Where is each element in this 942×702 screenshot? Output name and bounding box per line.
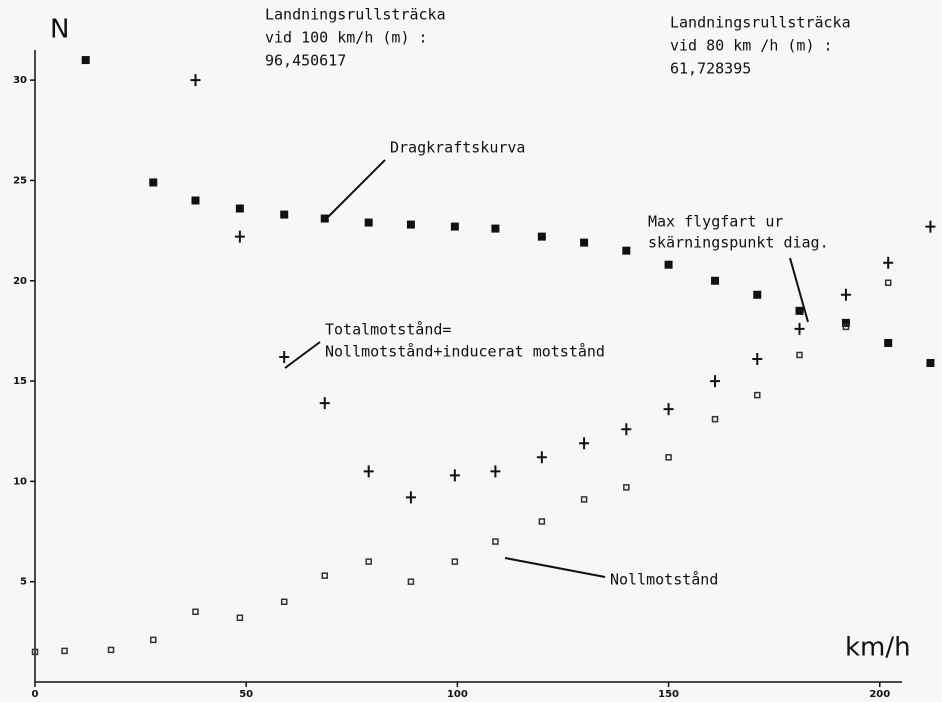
point [280, 598, 288, 605]
point [580, 238, 589, 247]
point [491, 224, 500, 233]
y-tick-label: 30 [13, 75, 27, 86]
point [490, 465, 501, 478]
point [192, 608, 199, 616]
point [841, 318, 850, 327]
point [580, 496, 588, 503]
point [365, 558, 372, 565]
annotation: Totalmotstånd= [325, 321, 451, 339]
annotation: Landningsrullsträcka [670, 14, 851, 32]
point [794, 322, 805, 335]
point [321, 572, 329, 579]
y-tick-label: 25 [13, 175, 27, 186]
y-tick-label: 10 [13, 476, 27, 487]
point [537, 232, 546, 241]
point [492, 538, 499, 545]
point [234, 230, 245, 243]
x-tick-label: 50 [239, 689, 253, 700]
x-tick-label: 0 [32, 689, 39, 700]
point [319, 397, 330, 410]
arrow [324, 159, 386, 221]
point [622, 246, 631, 255]
x-tick-label: 200 [869, 689, 890, 700]
point [236, 614, 244, 622]
y-tick-label: 5 [20, 577, 27, 588]
point [149, 178, 158, 187]
point [450, 222, 459, 231]
point [363, 465, 374, 478]
y-axis-label: N [50, 15, 69, 45]
annotation: vid 80 km /h (m) : [670, 37, 833, 55]
point [191, 196, 200, 205]
point [623, 484, 630, 491]
point [752, 352, 763, 365]
y-tick-label: 20 [13, 276, 27, 287]
arrow [284, 341, 321, 369]
point [663, 403, 674, 416]
arrow [789, 257, 809, 323]
point [795, 306, 804, 315]
point [320, 214, 329, 223]
point [926, 359, 935, 368]
point [406, 220, 415, 229]
point [449, 469, 460, 482]
annotation: skärningspunkt diag. [648, 234, 829, 252]
point [754, 391, 761, 399]
point [711, 276, 720, 285]
annotation: Landningsrullsträcka [265, 6, 446, 24]
annotation: vid 100 km/h (m) : [265, 29, 428, 47]
point [279, 350, 290, 363]
point [925, 220, 936, 233]
point [665, 454, 672, 461]
point [150, 636, 157, 644]
annotation: Max flygfart ur [648, 213, 783, 231]
annotation: Nollmotstånd [610, 571, 718, 589]
point [710, 375, 721, 388]
point [664, 260, 673, 269]
point [407, 578, 415, 585]
point [753, 290, 762, 299]
point [621, 423, 632, 436]
point [711, 415, 719, 423]
point [536, 451, 547, 464]
annotation: 96,450617 [265, 52, 346, 70]
x-axis-label: km/h [845, 633, 911, 663]
x-tick-label: 150 [658, 689, 679, 700]
annotation: Nollmotstånd+inducerat motstånd [325, 343, 605, 361]
x-tick-label: 100 [447, 689, 468, 700]
point [840, 288, 851, 301]
point [61, 647, 68, 655]
point [884, 279, 892, 287]
annotation: 61,728395 [670, 60, 751, 78]
point [107, 646, 115, 654]
point [190, 74, 201, 87]
point [883, 256, 894, 269]
point [405, 491, 416, 504]
point [884, 338, 893, 347]
point [796, 351, 803, 359]
point [280, 210, 289, 219]
annotation: Dragkraftskurva [390, 139, 525, 157]
point [451, 558, 459, 565]
point [538, 518, 546, 525]
point [579, 437, 590, 450]
point [364, 218, 373, 227]
point [842, 323, 850, 331]
arrow [504, 557, 606, 578]
point [235, 204, 244, 213]
point [31, 648, 39, 656]
point [81, 56, 90, 65]
y-tick-label: 15 [13, 376, 27, 387]
